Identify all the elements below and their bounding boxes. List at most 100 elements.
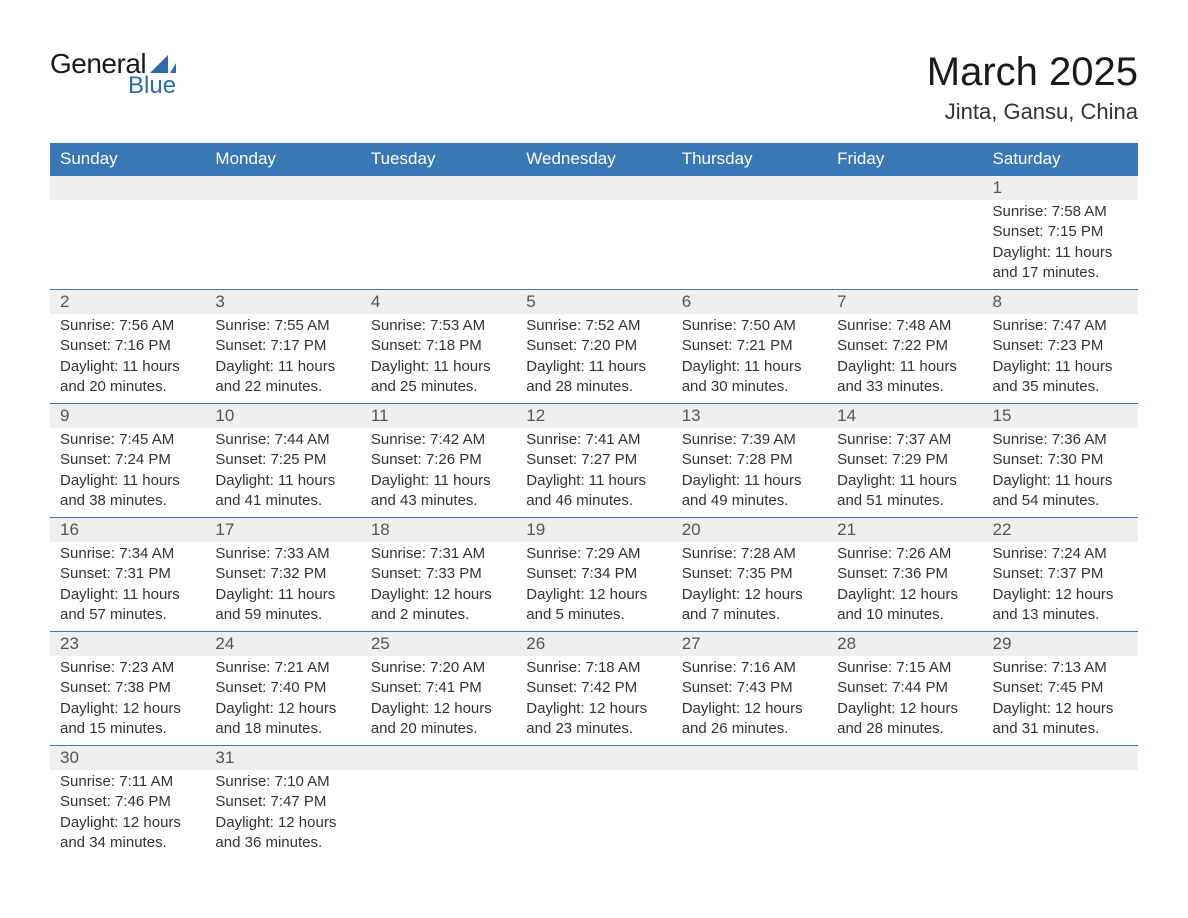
- day-details: Sunrise: 7:18 AMSunset: 7:42 PMDaylight:…: [516, 656, 671, 745]
- day-detail-cell: Sunrise: 7:39 AMSunset: 7:28 PMDaylight:…: [672, 428, 827, 518]
- day-details: Sunrise: 7:21 AMSunset: 7:40 PMDaylight:…: [205, 656, 360, 745]
- sunset-line: Sunset: 7:22 PM: [837, 336, 972, 356]
- daylight-line: Daylight: 12 hours and 34 minutes.: [60, 813, 195, 854]
- day-detail-cell: Sunrise: 7:42 AMSunset: 7:26 PMDaylight:…: [361, 428, 516, 518]
- day-detail-cell: [827, 200, 982, 290]
- day-number: 28: [827, 632, 982, 656]
- day-details: Sunrise: 7:34 AMSunset: 7:31 PMDaylight:…: [50, 542, 205, 631]
- sunset-line: Sunset: 7:43 PM: [682, 678, 817, 698]
- sunset-line: Sunset: 7:18 PM: [371, 336, 506, 356]
- day-number: 9: [50, 404, 205, 428]
- daylight-line: Daylight: 12 hours and 15 minutes.: [60, 699, 195, 740]
- sunrise-line: Sunrise: 7:53 AM: [371, 316, 506, 336]
- day-detail-cell: Sunrise: 7:11 AMSunset: 7:46 PMDaylight:…: [50, 770, 205, 859]
- day-details: Sunrise: 7:45 AMSunset: 7:24 PMDaylight:…: [50, 428, 205, 517]
- day-number-cell: 21: [827, 518, 982, 543]
- day-details: Sunrise: 7:41 AMSunset: 7:27 PMDaylight:…: [516, 428, 671, 517]
- day-number-row: 1: [50, 176, 1138, 201]
- day-detail-row: Sunrise: 7:58 AMSunset: 7:15 PMDaylight:…: [50, 200, 1138, 290]
- day-number-cell: 16: [50, 518, 205, 543]
- daylight-line: Daylight: 11 hours and 33 minutes.: [837, 357, 972, 398]
- day-detail-row: Sunrise: 7:56 AMSunset: 7:16 PMDaylight:…: [50, 314, 1138, 404]
- day-number: 25: [361, 632, 516, 656]
- day-number: 27: [672, 632, 827, 656]
- day-number-cell: 11: [361, 404, 516, 429]
- daylight-line: Daylight: 12 hours and 20 minutes.: [371, 699, 506, 740]
- day-detail-row: Sunrise: 7:34 AMSunset: 7:31 PMDaylight:…: [50, 542, 1138, 632]
- month-title: March 2025: [927, 50, 1138, 95]
- sunset-line: Sunset: 7:21 PM: [682, 336, 817, 356]
- day-detail-cell: Sunrise: 7:15 AMSunset: 7:44 PMDaylight:…: [827, 656, 982, 746]
- logo-sail-icon: [150, 53, 176, 73]
- weekday-header: Wednesday: [516, 143, 671, 176]
- day-number: 16: [50, 518, 205, 542]
- day-details: Sunrise: 7:56 AMSunset: 7:16 PMDaylight:…: [50, 314, 205, 403]
- day-details: Sunrise: 7:36 AMSunset: 7:30 PMDaylight:…: [983, 428, 1138, 517]
- sunrise-line: Sunrise: 7:18 AM: [526, 658, 661, 678]
- day-number: 2: [50, 290, 205, 314]
- sunset-line: Sunset: 7:41 PM: [371, 678, 506, 698]
- day-number-cell: 2: [50, 290, 205, 315]
- daylight-line: Daylight: 12 hours and 26 minutes.: [682, 699, 817, 740]
- day-detail-cell: Sunrise: 7:29 AMSunset: 7:34 PMDaylight:…: [516, 542, 671, 632]
- day-details: Sunrise: 7:55 AMSunset: 7:17 PMDaylight:…: [205, 314, 360, 403]
- sunset-line: Sunset: 7:45 PM: [993, 678, 1128, 698]
- day-detail-cell: Sunrise: 7:13 AMSunset: 7:45 PMDaylight:…: [983, 656, 1138, 746]
- daylight-line: Daylight: 11 hours and 25 minutes.: [371, 357, 506, 398]
- day-number: 14: [827, 404, 982, 428]
- sunrise-line: Sunrise: 7:37 AM: [837, 430, 972, 450]
- day-detail-cell: Sunrise: 7:52 AMSunset: 7:20 PMDaylight:…: [516, 314, 671, 404]
- day-number-cell: [50, 176, 205, 201]
- sunset-line: Sunset: 7:31 PM: [60, 564, 195, 584]
- sunset-line: Sunset: 7:34 PM: [526, 564, 661, 584]
- day-details: Sunrise: 7:16 AMSunset: 7:43 PMDaylight:…: [672, 656, 827, 745]
- page-header: General Blue March 2025 Jinta, Gansu, Ch…: [50, 50, 1138, 125]
- day-details: Sunrise: 7:42 AMSunset: 7:26 PMDaylight:…: [361, 428, 516, 517]
- daylight-line: Daylight: 11 hours and 54 minutes.: [993, 471, 1128, 512]
- day-details: Sunrise: 7:10 AMSunset: 7:47 PMDaylight:…: [205, 770, 360, 859]
- day-number-cell: 29: [983, 632, 1138, 657]
- day-number-cell: 28: [827, 632, 982, 657]
- sunrise-line: Sunrise: 7:47 AM: [993, 316, 1128, 336]
- day-number-cell: 15: [983, 404, 1138, 429]
- day-detail-cell: Sunrise: 7:24 AMSunset: 7:37 PMDaylight:…: [983, 542, 1138, 632]
- sunrise-line: Sunrise: 7:42 AM: [371, 430, 506, 450]
- sunrise-line: Sunrise: 7:26 AM: [837, 544, 972, 564]
- day-number-cell: 9: [50, 404, 205, 429]
- day-number: 3: [205, 290, 360, 314]
- day-number: 23: [50, 632, 205, 656]
- day-details: Sunrise: 7:33 AMSunset: 7:32 PMDaylight:…: [205, 542, 360, 631]
- day-number-cell: 6: [672, 290, 827, 315]
- sunset-line: Sunset: 7:16 PM: [60, 336, 195, 356]
- sunrise-line: Sunrise: 7:28 AM: [682, 544, 817, 564]
- day-number: 1: [983, 176, 1138, 200]
- day-number-row: 2345678: [50, 290, 1138, 315]
- sunrise-line: Sunrise: 7:15 AM: [837, 658, 972, 678]
- daylight-line: Daylight: 11 hours and 30 minutes.: [682, 357, 817, 398]
- logo-word-blue: Blue: [128, 74, 176, 98]
- day-detail-cell: Sunrise: 7:37 AMSunset: 7:29 PMDaylight:…: [827, 428, 982, 518]
- sunset-line: Sunset: 7:24 PM: [60, 450, 195, 470]
- day-number: 17: [205, 518, 360, 542]
- day-number-cell: 5: [516, 290, 671, 315]
- day-number-cell: [205, 176, 360, 201]
- day-details: Sunrise: 7:28 AMSunset: 7:35 PMDaylight:…: [672, 542, 827, 631]
- sunset-line: Sunset: 7:27 PM: [526, 450, 661, 470]
- day-number-cell: 3: [205, 290, 360, 315]
- day-number: 7: [827, 290, 982, 314]
- day-detail-cell: [516, 200, 671, 290]
- day-number-cell: 26: [516, 632, 671, 657]
- sunset-line: Sunset: 7:46 PM: [60, 792, 195, 812]
- sunrise-line: Sunrise: 7:33 AM: [215, 544, 350, 564]
- day-number-cell: 25: [361, 632, 516, 657]
- day-detail-cell: Sunrise: 7:10 AMSunset: 7:47 PMDaylight:…: [205, 770, 360, 859]
- sunrise-line: Sunrise: 7:29 AM: [526, 544, 661, 564]
- sunrise-line: Sunrise: 7:50 AM: [682, 316, 817, 336]
- day-detail-cell: Sunrise: 7:58 AMSunset: 7:15 PMDaylight:…: [983, 200, 1138, 290]
- day-number-cell: 13: [672, 404, 827, 429]
- day-number-cell: 4: [361, 290, 516, 315]
- logo: General Blue: [50, 50, 176, 98]
- day-detail-cell: Sunrise: 7:18 AMSunset: 7:42 PMDaylight:…: [516, 656, 671, 746]
- daylight-line: Daylight: 11 hours and 59 minutes.: [215, 585, 350, 626]
- weekday-header: Thursday: [672, 143, 827, 176]
